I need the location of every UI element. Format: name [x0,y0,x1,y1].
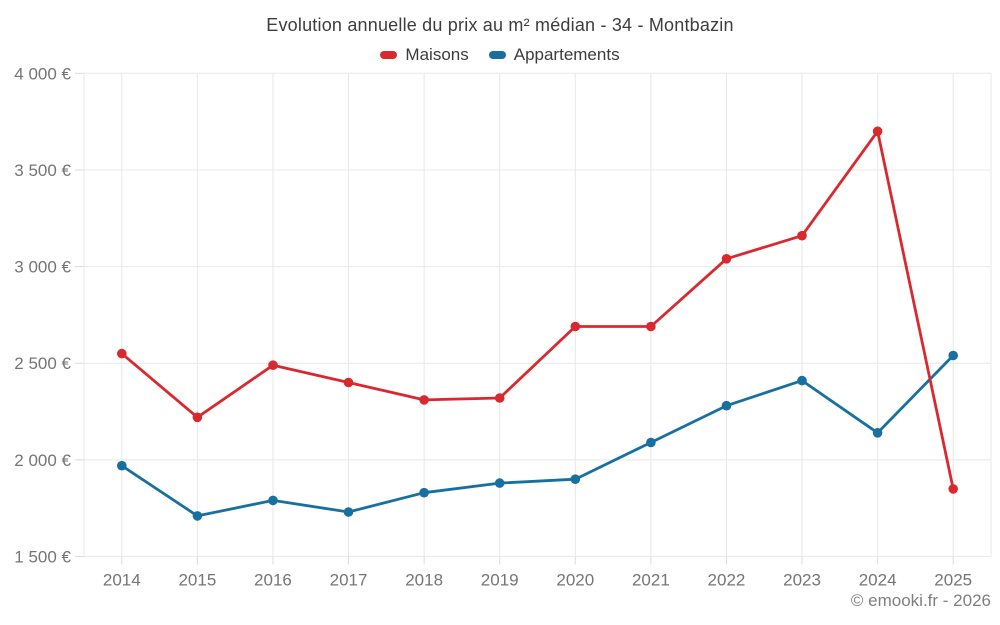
legend-item-appartements[interactable]: Appartements [488,45,620,65]
data-point-appartements-2016 [268,495,278,506]
appartements-series-swatch-icon [488,51,506,59]
data-point-maisons-2021 [646,321,656,332]
data-point-maisons-2023 [797,230,807,241]
y-axis-label: 4 000 € [14,64,71,83]
data-point-maisons-2017 [343,377,354,388]
legend-label-maisons: Maisons [405,45,469,64]
data-point-appartements-2023 [797,375,807,386]
legend-label-appartements: Appartements [513,45,620,64]
data-point-maisons-2014 [117,348,127,359]
data-point-appartements-2014 [117,460,127,471]
data-point-appartements-2015 [192,511,203,521]
chart-legend: Maisons Appartements [0,45,1000,65]
series-line-appartements [120,354,955,518]
chart-title: Evolution annuelle du prix au m² médian … [266,15,734,35]
x-axis-label: 2015 [178,571,216,590]
y-axis-label: 2 000 € [14,451,71,470]
x-axis-label: 2024 [859,571,897,590]
data-point-maisons-2015 [192,412,203,423]
x-axis-label: 2025 [934,571,972,590]
x-axis-label: 2023 [783,571,821,590]
x-axis-label: 2021 [632,571,670,590]
x-axis-label: 2017 [330,571,368,590]
data-point-appartements-2017 [343,507,354,517]
data-point-maisons-2025 [948,484,958,494]
data-point-maisons-2018 [419,395,429,405]
x-axis-label: 2018 [405,571,443,590]
data-point-appartements-2021 [646,437,656,448]
data-point-maisons-2016 [268,360,278,371]
y-axis-label: 2 500 € [14,354,71,373]
copyright-footer: © emooki.fr - 2026 [850,591,991,610]
data-point-maisons-2020 [570,321,581,332]
x-axis-label: 2022 [708,571,746,590]
y-axis-label: 3 000 € [14,258,71,277]
x-axis-label: 2014 [103,571,141,590]
data-point-appartements-2020 [570,474,581,485]
y-axis-label: 1 500 € [14,548,71,567]
data-point-appartements-2022 [721,400,732,411]
series-line-maisons [120,129,955,491]
data-point-maisons-2022 [721,253,732,264]
maisons-series-swatch-icon [380,51,398,59]
x-axis-label: 2020 [556,571,594,590]
data-point-appartements-2025 [948,350,958,361]
y-axis-label: 3 500 € [14,161,71,180]
data-point-appartements-2018 [419,487,429,498]
data-point-maisons-2019 [494,393,505,403]
legend-item-maisons[interactable]: Maisons [380,45,469,65]
data-point-maisons-2024 [872,126,883,137]
x-axis-label: 2019 [481,571,519,590]
x-axis-label: 2016 [254,571,292,590]
data-point-appartements-2019 [494,478,505,488]
data-point-appartements-2024 [872,428,883,438]
